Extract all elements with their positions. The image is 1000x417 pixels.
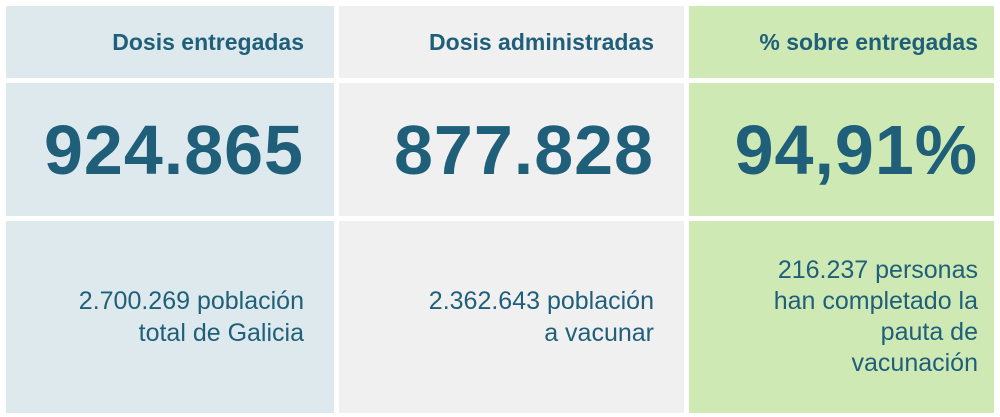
- value-dosis-entregadas: 924.865: [43, 110, 304, 189]
- value-dosis-administradas-cell: 877.828: [339, 83, 684, 216]
- header-dosis-entregadas: Dosis entregadas: [112, 28, 304, 55]
- note-poblacion-vacunar: 2.362.643 población a vacunar: [428, 287, 654, 347]
- note-pauta-completa: 216.237 personas han completado la pauta…: [773, 256, 978, 377]
- header-porcentaje-cell: % sobre entregadas: [689, 6, 994, 78]
- note-pauta-completa-cell: 216.237 personas han completado la pauta…: [689, 221, 994, 413]
- header-porcentaje: % sobre entregadas: [759, 28, 978, 55]
- value-porcentaje: 94,91%: [734, 110, 978, 189]
- header-dosis-administradas: Dosis administradas: [429, 28, 654, 55]
- value-porcentaje-cell: 94,91%: [689, 83, 994, 216]
- header-dosis-administradas-cell: Dosis administradas: [339, 6, 684, 78]
- value-dosis-administradas: 877.828: [393, 110, 654, 189]
- note-poblacion-total: 2.700.269 población total de Galicia: [78, 287, 304, 347]
- value-dosis-entregadas-cell: 924.865: [6, 83, 334, 216]
- note-poblacion-vacunar-cell: 2.362.643 población a vacunar: [339, 221, 684, 413]
- header-dosis-entregadas-cell: Dosis entregadas: [6, 6, 334, 78]
- note-poblacion-total-cell: 2.700.269 población total de Galicia: [6, 221, 334, 413]
